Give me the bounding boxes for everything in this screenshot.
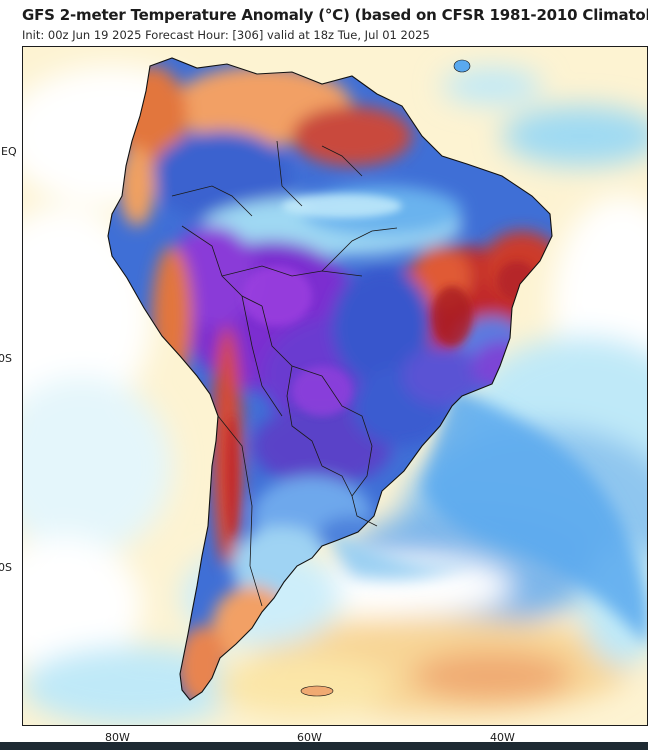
map-subtitle: Init: 00z Jun 19 2025 Forecast Hour: [30… (22, 28, 430, 42)
x-tick-label-40w: 40W (490, 731, 515, 744)
map-panel (22, 46, 648, 726)
y-tick-label-40s: 40S (0, 561, 12, 574)
anomaly-map (22, 46, 648, 726)
island (453, 59, 471, 73)
x-tick-label-80w: 80W (105, 731, 130, 744)
y-tick-label-20s: 20S (0, 352, 12, 365)
x-tick-label-60w: 60W (297, 731, 322, 744)
ocean-cold-plume (322, 386, 648, 646)
bottom-border-bar (0, 742, 648, 750)
y-tick-label-eq: EQ (1, 145, 17, 158)
country-borders (171, 140, 398, 607)
island (300, 685, 334, 697)
map-title: GFS 2-meter Temperature Anomaly (°C) (ba… (22, 6, 648, 24)
